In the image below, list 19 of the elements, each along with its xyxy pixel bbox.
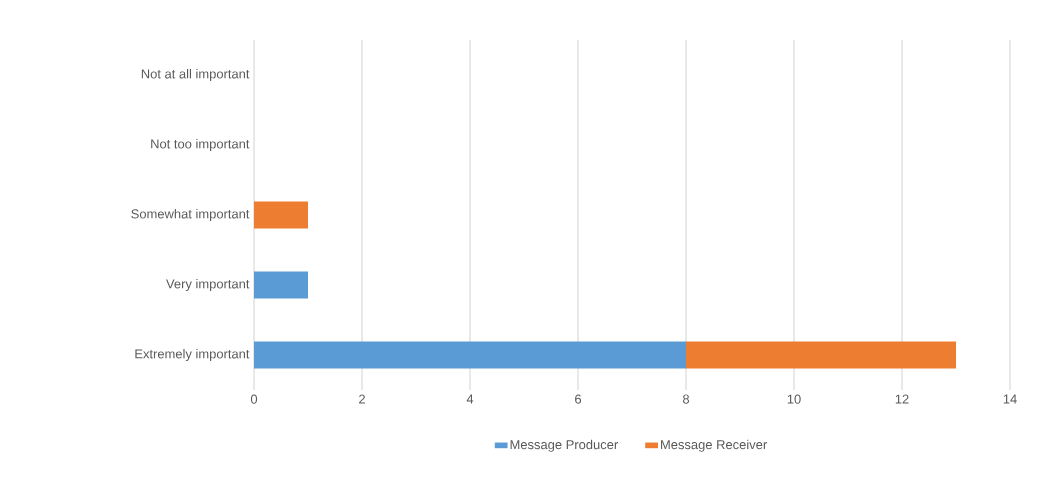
x-tick-label: 4	[466, 394, 474, 404]
x-tick-label: 6	[575, 394, 582, 404]
y-tick-label: Somewhat important	[131, 208, 250, 222]
x-tick-label: 10	[787, 394, 801, 404]
bar	[686, 341, 957, 369]
bar	[254, 341, 687, 369]
x-tick-label: 2	[359, 394, 365, 404]
bar	[254, 271, 308, 299]
x-tick-label: 0	[250, 394, 258, 404]
y-tick-label: Not too important	[151, 138, 250, 152]
legend-label: Message Producer	[510, 439, 618, 452]
y-tick-label: Not at all important	[141, 68, 250, 82]
legend-label: Message Receiver	[661, 439, 767, 452]
x-tick-label: 8	[682, 394, 690, 404]
bar	[254, 201, 308, 229]
y-tick-label: Extremely important	[135, 348, 250, 362]
x-tick-label: 12	[895, 394, 909, 404]
y-tick-label: Very important	[166, 278, 250, 292]
x-tick-label: 14	[1003, 394, 1017, 404]
